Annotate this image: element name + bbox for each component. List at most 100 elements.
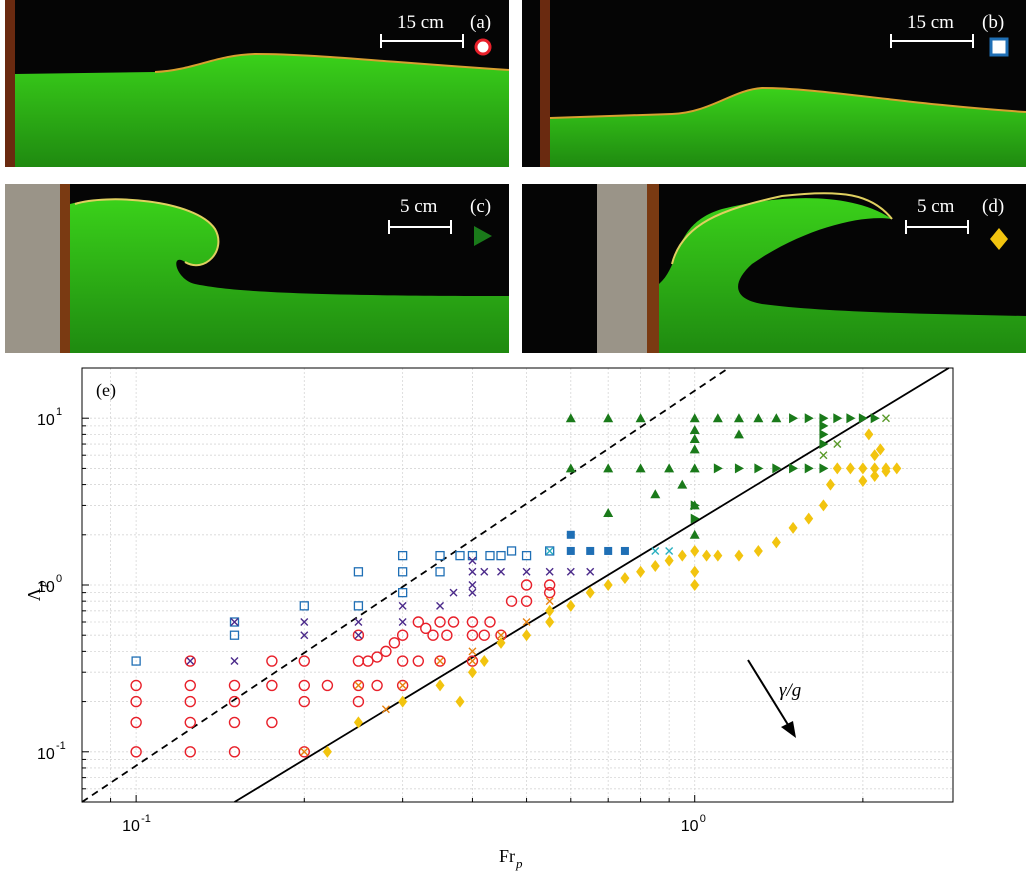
data-point-diamond: [455, 695, 465, 708]
data-point-x: [545, 567, 554, 576]
scale-label-a: 15 cm: [397, 12, 444, 33]
data-point-diamond: [892, 462, 902, 475]
data-point-diamond: [545, 604, 555, 617]
data-point-diamond: [858, 475, 868, 488]
data-point-circle: [412, 616, 424, 628]
data-point-diamond: [522, 629, 532, 642]
panel-label-d: (d): [982, 196, 1005, 217]
data-point-diamond: [435, 679, 445, 692]
data-point-x: [300, 631, 309, 640]
reference-lines: [81, 367, 950, 803]
data-point-circle: [352, 695, 365, 708]
data-point-x: [230, 618, 239, 626]
x-tick-label: 10: [122, 818, 140, 835]
data-point-circle: [266, 716, 278, 729]
y-axis-label: Λ p: [24, 580, 49, 601]
data-point-square-open: [397, 550, 408, 561]
data-point-x: [398, 601, 407, 610]
data-point-circle: [228, 679, 241, 692]
data-point-x: [300, 747, 309, 756]
data-point-triangle-up: [771, 413, 782, 423]
data-point-diamond: [566, 599, 576, 612]
data-point-square-open: [435, 567, 445, 577]
data-point-square-open: [353, 567, 364, 577]
data-point-diamond: [702, 549, 712, 562]
data-point-triangle-right: [819, 429, 829, 440]
data-point-triangle-up: [733, 413, 744, 423]
data-point-triangle-right: [772, 463, 782, 474]
data-point-x: [354, 618, 363, 626]
x-tick-exponent: 0: [700, 813, 706, 825]
data-point-triangle-right: [789, 413, 799, 424]
data-point-triangle-right: [690, 500, 700, 511]
data-point-circle: [505, 595, 518, 607]
ylabel-main: Λ: [24, 588, 44, 601]
data-point-x: [398, 681, 407, 690]
data-point-square-open: [485, 550, 495, 561]
y-tick-label: 10: [37, 579, 55, 596]
data-point-diamond: [664, 554, 674, 567]
data-point-square-open: [299, 601, 309, 611]
data-point-x: [186, 657, 195, 666]
data-point-diamond: [479, 655, 489, 668]
data-point-circle: [184, 679, 196, 692]
data-point-circle: [478, 629, 490, 641]
photo-panel-c: 5 cm (c): [5, 184, 509, 353]
data-point-circle: [520, 579, 533, 591]
data-point-triangle-up: [733, 429, 744, 439]
y-tick-exponent: 0: [56, 573, 62, 585]
marker-square-icon: [989, 37, 1009, 57]
data-point-circle: [184, 655, 196, 667]
data-point-triangle-up: [689, 434, 700, 444]
data-point-x: [449, 588, 458, 597]
data-point-triangle-up: [753, 413, 764, 423]
wave-photo-b: [540, 0, 1026, 167]
data-point-triangle-right: [804, 413, 814, 424]
data-point-diamond: [713, 549, 723, 562]
scale-bar-a: [380, 34, 464, 48]
data-point-triangle-right: [754, 463, 764, 474]
data-point-square: [566, 546, 575, 555]
data-point-circle: [298, 679, 310, 692]
data-point-triangle-right: [734, 463, 744, 474]
data-point-circle: [371, 679, 383, 692]
data-point-circle: [184, 716, 196, 729]
data-point-circle: [484, 616, 496, 628]
data-point-circle: [466, 616, 479, 628]
y-tick-label: 10: [37, 412, 55, 429]
data-point-triangle-right: [833, 413, 843, 424]
data-point-circle: [298, 746, 310, 758]
data-point-diamond: [832, 462, 842, 475]
data-point-triangle-right: [690, 513, 700, 524]
data-point-triangle-up: [689, 463, 700, 473]
data-point-circle: [520, 595, 533, 607]
data-point-diamond: [690, 544, 700, 557]
data-point-diamond: [467, 666, 477, 679]
data-point-triangle-right: [870, 413, 880, 424]
data-point-diamond: [845, 462, 855, 475]
data-point-circle: [228, 695, 241, 708]
panel-label-a: (a): [470, 12, 492, 33]
data-point-triangle-up: [689, 413, 700, 423]
data-point-x: [545, 597, 554, 606]
data-point-triangle-up: [565, 463, 576, 473]
data-point-square-open: [496, 550, 506, 561]
data-point-x: [436, 601, 445, 610]
data-point-x: [545, 546, 554, 555]
data-point-square-open: [467, 550, 478, 561]
data-point-diamond: [870, 470, 880, 483]
data-point-x: [300, 618, 309, 626]
data-point-circle: [352, 655, 365, 667]
data-point-x: [497, 567, 505, 576]
data-point-circle: [298, 655, 310, 667]
data-point-x: [522, 567, 531, 576]
solid-reference-line: [234, 367, 950, 803]
data-point-triangle-right: [819, 420, 829, 431]
data-point-circle: [388, 637, 401, 649]
data-point-circle: [130, 695, 142, 708]
scale-bar-d: [905, 220, 969, 234]
data-point-x: [354, 631, 363, 640]
panel-label-b: (b): [982, 12, 1005, 33]
data-point-circle: [130, 679, 142, 692]
